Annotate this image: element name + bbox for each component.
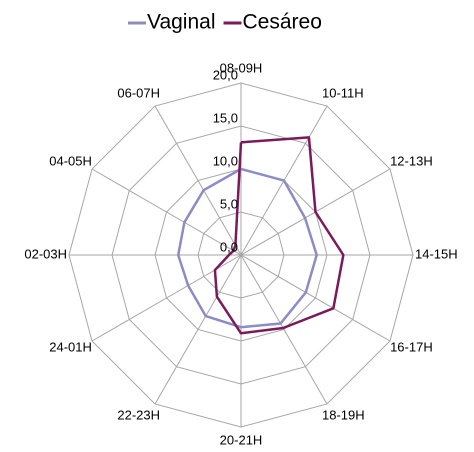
category-label: 14-15H bbox=[415, 246, 458, 261]
category-label: 18-19H bbox=[322, 408, 365, 423]
spoke bbox=[240, 254, 328, 405]
legend: Vaginal Cesáreo bbox=[128, 11, 322, 34]
tick-label: 15,0 bbox=[213, 110, 238, 125]
tick-label: 10,0 bbox=[213, 153, 238, 168]
category-label: 22-23H bbox=[117, 408, 160, 423]
spoke bbox=[91, 168, 242, 256]
category-label: 06-07H bbox=[117, 85, 160, 100]
spoke bbox=[154, 254, 242, 405]
category-label: 12-13H bbox=[390, 153, 433, 168]
legend-label: Cesáreo bbox=[243, 11, 322, 34]
spoke bbox=[240, 254, 391, 342]
category-label: 04-05H bbox=[49, 153, 92, 168]
category-label: 16-17H bbox=[390, 339, 433, 354]
tick-label: 0,0 bbox=[220, 239, 238, 254]
series-line bbox=[176, 167, 318, 329]
spoke bbox=[154, 105, 242, 256]
category-label: 24-01H bbox=[49, 339, 92, 354]
tick-label: 20,0 bbox=[213, 67, 238, 82]
category-label: 10-11H bbox=[322, 85, 364, 100]
category-label: 02-03H bbox=[24, 246, 67, 261]
series-line bbox=[213, 136, 345, 335]
tick-label: 5,0 bbox=[220, 196, 238, 211]
category-label: 08-09H bbox=[220, 60, 263, 75]
legend-label: Vaginal bbox=[147, 11, 216, 34]
category-label: 20-21H bbox=[220, 432, 263, 447]
